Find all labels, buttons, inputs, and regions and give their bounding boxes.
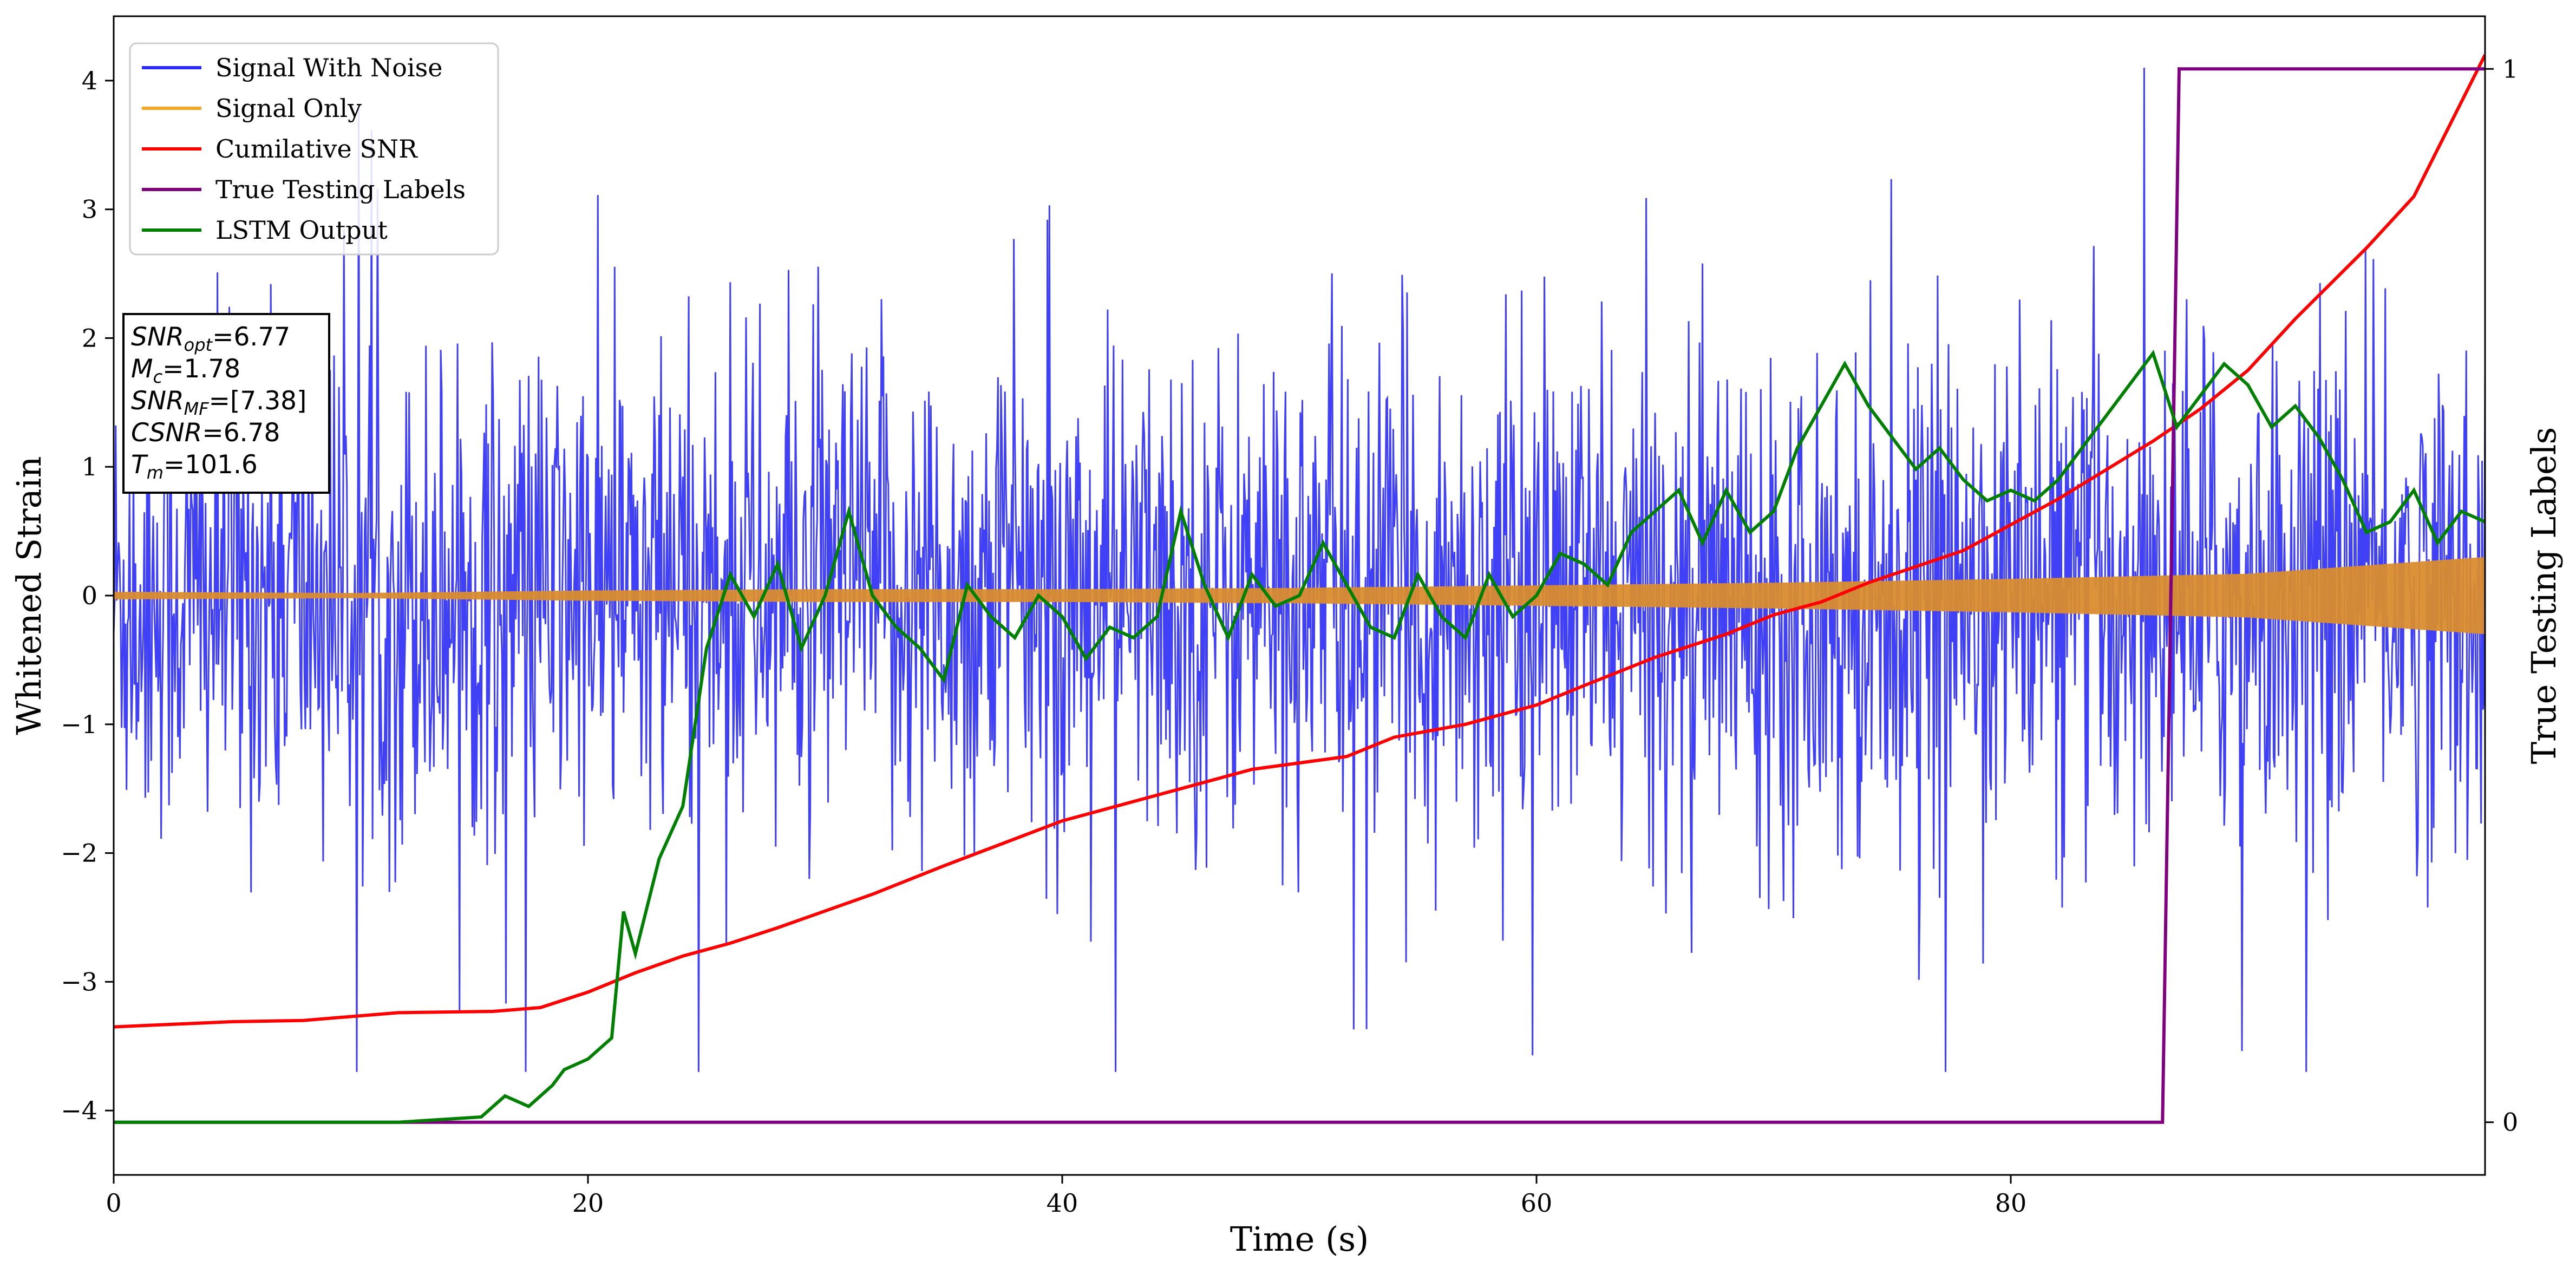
annotation-value: =[7.38] bbox=[209, 386, 307, 416]
annotation-subscript: m bbox=[147, 462, 164, 483]
legend-label: Signal Only bbox=[215, 94, 362, 123]
annotation-subscript: opt bbox=[184, 335, 213, 355]
annotation-frame bbox=[122, 313, 330, 494]
y-tick-label: −3 bbox=[61, 967, 97, 996]
annotation-symbol: SNR bbox=[131, 322, 184, 352]
x-tick-label: 20 bbox=[572, 1188, 604, 1218]
annotation-line: Mc=1.78 bbox=[131, 354, 240, 387]
annotation-value: =6.77 bbox=[212, 322, 290, 352]
y-tick-label: −2 bbox=[61, 839, 97, 868]
annotation-subscript: c bbox=[153, 367, 163, 387]
legend-label: Cumilative SNR bbox=[215, 134, 418, 164]
x-tick-label: 60 bbox=[1521, 1188, 1553, 1218]
series-true-testing-labels bbox=[114, 67, 2485, 1124]
y2-tick-label: 0 bbox=[2502, 1108, 2518, 1137]
y-tick-label: 3 bbox=[82, 195, 97, 224]
y-axis-label: Whitened Strain bbox=[9, 456, 49, 735]
y2-tick-label: 1 bbox=[2502, 54, 2518, 83]
annotation-line: Tm=101.6 bbox=[131, 450, 258, 483]
y-tick-label: −1 bbox=[61, 710, 97, 739]
y2-axis-label: True Testing Labels bbox=[2524, 427, 2564, 765]
annotation-box: SNRopt=6.77Mc=1.78SNRMF=[7.38]CSNR=6.78T… bbox=[122, 313, 330, 494]
annotation-symbol: SNR bbox=[131, 386, 184, 416]
series-lstm-output bbox=[114, 350, 2485, 1124]
y-tick-label: 1 bbox=[82, 452, 97, 481]
annotation-symbol: CSNR bbox=[131, 418, 202, 448]
legend: Signal With Noise Signal Only Cumilative S… bbox=[129, 42, 499, 256]
x-tick-label: 80 bbox=[1995, 1188, 2027, 1218]
annotation-value: =6.78 bbox=[202, 418, 280, 448]
annotation-symbol: M bbox=[131, 354, 153, 384]
series-cumulative-snr bbox=[114, 54, 2485, 1029]
legend-frame bbox=[129, 42, 499, 256]
annotation-value: =1.78 bbox=[162, 354, 240, 384]
x-tick-label: 0 bbox=[106, 1188, 121, 1218]
annotation-value: =101.6 bbox=[164, 450, 258, 480]
series-signal-with-noise bbox=[114, 68, 2485, 1072]
x-tick-label: 40 bbox=[1047, 1188, 1078, 1218]
annotation-line: CSNR=6.78 bbox=[131, 418, 280, 448]
annotation-subscript: MF bbox=[184, 398, 210, 419]
legend-label: True Testing Labels bbox=[215, 175, 466, 204]
legend-label: Signal With Noise bbox=[215, 53, 442, 82]
legend-label: LSTM Output bbox=[215, 215, 388, 245]
annotation-line: SNRMF=[7.38] bbox=[131, 386, 306, 419]
x-axis-label: Time (s) bbox=[1230, 1219, 1369, 1259]
y-tick-label: −4 bbox=[61, 1096, 97, 1125]
plot-area bbox=[114, 54, 2485, 1124]
annotation-line: SNRopt=6.77 bbox=[131, 322, 290, 355]
y-tick-label: 0 bbox=[82, 581, 97, 610]
y-tick-label: 2 bbox=[82, 323, 97, 352]
annotation-symbol: T bbox=[131, 450, 148, 480]
y-tick-label: 4 bbox=[82, 66, 97, 95]
